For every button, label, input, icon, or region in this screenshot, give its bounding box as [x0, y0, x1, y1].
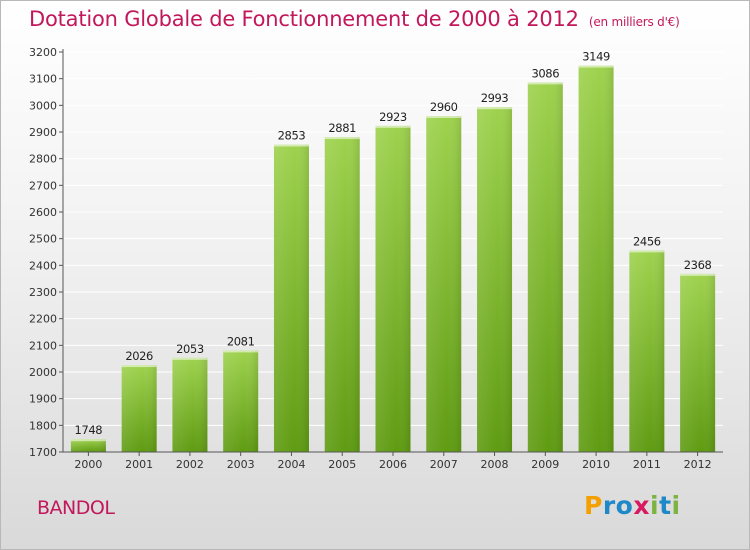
x-tick-label: 2006: [379, 458, 407, 471]
logo-letter: o: [615, 491, 634, 520]
bar-shade: [70, 439, 106, 452]
bar-top-highlight: [629, 250, 665, 253]
x-tick-label: 2008: [481, 458, 509, 471]
bar-shade: [223, 350, 259, 452]
x-tick-label: 2010: [582, 458, 610, 471]
bar-shade: [578, 65, 614, 452]
data-label: 2923: [379, 110, 407, 124]
data-label: 2081: [227, 334, 255, 348]
chart-title-text: Dotation Globale de Fonctionnement de 20…: [29, 7, 579, 31]
data-label: 3149: [582, 50, 610, 64]
y-tick-label: 3200: [29, 46, 57, 59]
y-tick-label: 3100: [29, 73, 57, 86]
data-label: 2960: [430, 100, 458, 114]
data-label: 2456: [633, 234, 661, 248]
logo-letter: r: [602, 491, 616, 520]
x-tick-label: 2007: [430, 458, 458, 471]
data-label: 2026: [125, 349, 153, 363]
bar-top-highlight: [172, 357, 208, 360]
y-tick-label: 2900: [29, 126, 57, 139]
bar-shade: [172, 357, 208, 452]
x-tick-label: 2003: [227, 458, 255, 471]
data-label: 2053: [176, 342, 204, 356]
data-label: 2853: [278, 129, 306, 143]
x-tick-label: 2001: [125, 458, 153, 471]
axes: 1700 1800 1900 2000 2100 2200 2300 2400 2500 2600…: [29, 46, 723, 471]
logo-letter: t: [659, 491, 672, 520]
y-tick-label: 1700: [29, 446, 57, 459]
data-label: 2993: [481, 91, 509, 105]
y-tick-label: 2100: [29, 339, 57, 352]
y-tick-label: 2300: [29, 286, 57, 299]
bar-top-highlight: [578, 65, 614, 68]
bar-top-highlight: [121, 365, 157, 368]
bar-top-highlight: [375, 125, 411, 128]
bar-shade: [477, 107, 513, 452]
bar-top-highlight: [273, 144, 309, 147]
bar-shade: [629, 250, 665, 452]
bar-top-highlight: [324, 137, 360, 140]
y-tick-label: 2800: [29, 153, 57, 166]
data-labels: 1748 2026 2053 2081 2853 2881 2923 2960 2993 3086…: [75, 50, 712, 438]
logo-letter: i: [650, 491, 660, 520]
y-tick-label: 2000: [29, 366, 57, 379]
y-tick-label: 1900: [29, 393, 57, 406]
bar-top-highlight: [680, 273, 716, 276]
data-label: 2881: [328, 121, 356, 135]
bar-top-highlight: [477, 107, 513, 110]
x-tick-label: 2002: [176, 458, 204, 471]
y-tick-label: 1800: [29, 419, 57, 432]
bar-shade: [375, 125, 411, 452]
bar-top-highlight: [70, 439, 106, 442]
x-tick-label: 2009: [531, 458, 559, 471]
y-tick-label: 2600: [29, 206, 57, 219]
y-tick-label: 3000: [29, 99, 57, 112]
bar-shade: [527, 82, 563, 453]
y-tick-label: 2700: [29, 179, 57, 192]
bar-top-highlight: [426, 116, 462, 118]
x-tick-label: 2004: [277, 458, 305, 471]
chart-title: Dotation Globale de Fonctionnement de 20…: [29, 7, 680, 31]
logo-letter: x: [633, 491, 650, 520]
city-name: BANDOL: [37, 497, 115, 519]
bar-top-highlight: [527, 82, 563, 85]
y-tick-label: 2500: [29, 233, 57, 246]
bars: [70, 65, 716, 453]
proxiti-logo[interactable]: Proxiti: [584, 491, 681, 520]
bar-shade: [426, 116, 462, 452]
logo-letter: P: [584, 491, 603, 520]
data-label: 3086: [531, 66, 559, 80]
y-tick-label: 2200: [29, 313, 57, 326]
x-tick-label: 2005: [328, 458, 356, 471]
bar-top-highlight: [223, 350, 259, 353]
bar-shade: [324, 137, 360, 453]
x-tick-label: 2000: [74, 458, 102, 471]
bar-shade: [121, 365, 157, 452]
bar-shade: [273, 144, 309, 453]
x-tick-label: 2011: [633, 458, 661, 471]
logo-letter: i: [671, 491, 681, 520]
bar-shade: [680, 273, 716, 452]
x-tick-label: 2012: [684, 458, 712, 471]
data-label: 1748: [75, 423, 103, 437]
data-label: 2368: [684, 258, 712, 272]
y-tick-label: 2400: [29, 259, 57, 272]
chart-subtitle: (en milliers d'€): [588, 15, 680, 29]
